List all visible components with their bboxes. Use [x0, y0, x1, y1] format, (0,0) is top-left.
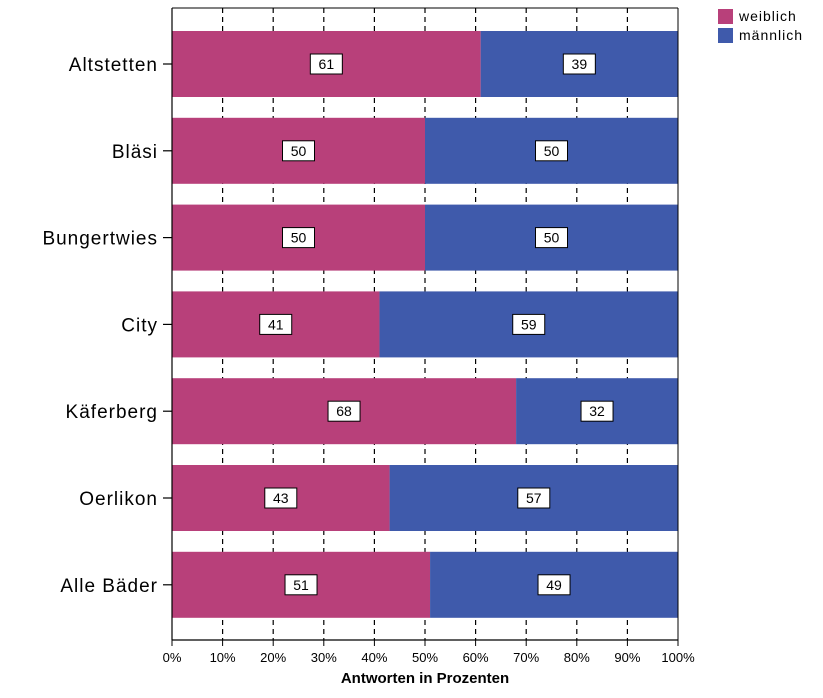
data-label-box: [562, 53, 596, 75]
axes-layer: 0% 10% 20% 30% 40% 50% 60% 70% 80% 90% 100% Altstet…: [42, 7, 695, 665]
data-label: 51: [293, 577, 309, 593]
data-label: 50: [544, 143, 560, 159]
data-label: 61: [319, 56, 335, 72]
category-label: Bungertwies: [42, 229, 158, 250]
data-label: 50: [291, 143, 307, 159]
data-label-box: [535, 140, 568, 162]
category-label: Oerlikon: [79, 489, 158, 510]
data-label-box: [282, 227, 315, 249]
bars-layer: [172, 31, 678, 618]
legend-label: weiblich: [738, 8, 797, 24]
x-tick-label: 80%: [564, 650, 590, 665]
category-label: Bläsi: [112, 142, 158, 163]
legend-swatch: [718, 9, 733, 24]
x-tick-label: 30%: [311, 650, 337, 665]
category-label: Käferberg: [66, 402, 158, 423]
data-label-box: [327, 400, 361, 422]
x-tick-label: 50%: [412, 650, 438, 665]
x-tick-label: 90%: [614, 650, 640, 665]
data-label: 68: [336, 403, 352, 419]
data-label: 57: [526, 490, 542, 506]
data-label-box: [309, 53, 343, 75]
data-label: 43: [273, 490, 289, 506]
data-label: 49: [546, 577, 562, 593]
legend-label: männlich: [739, 27, 803, 43]
data-label: 41: [268, 316, 284, 332]
x-tick-label: 40%: [361, 650, 387, 665]
data-label-box: [580, 400, 614, 422]
x-tick-label: 20%: [260, 650, 286, 665]
data-label-box: [537, 574, 571, 596]
data-label: 32: [589, 403, 605, 419]
data-label-box: [535, 227, 568, 249]
data-label: 50: [544, 230, 560, 246]
x-axis-title: Antworten in Prozenten: [341, 670, 509, 687]
data-label: 59: [521, 316, 537, 332]
x-tick-label: 60%: [463, 650, 489, 665]
data-label-box: [264, 487, 298, 509]
legend-swatch: [718, 28, 733, 43]
data-label-box: [284, 574, 318, 596]
x-tick-label: 10%: [210, 650, 236, 665]
category-label: Alle Bäder: [60, 576, 158, 597]
category-label: Altstetten: [69, 55, 158, 76]
data-label-box: [512, 313, 546, 335]
x-tick-label: 70%: [513, 650, 539, 665]
legend: weiblich männlich: [718, 8, 803, 43]
labels-layer: 61 39 50 50 50 50 41 59 68 32 43 57 51 49: [259, 53, 614, 596]
data-label-box: [517, 487, 551, 509]
data-label-box: [282, 140, 315, 162]
x-tick-label: 0%: [163, 650, 182, 665]
category-label: City: [121, 315, 158, 336]
data-label-box: [259, 313, 293, 335]
data-label: 50: [291, 230, 307, 246]
x-tick-label: 100%: [661, 650, 695, 665]
data-label: 39: [572, 56, 588, 72]
